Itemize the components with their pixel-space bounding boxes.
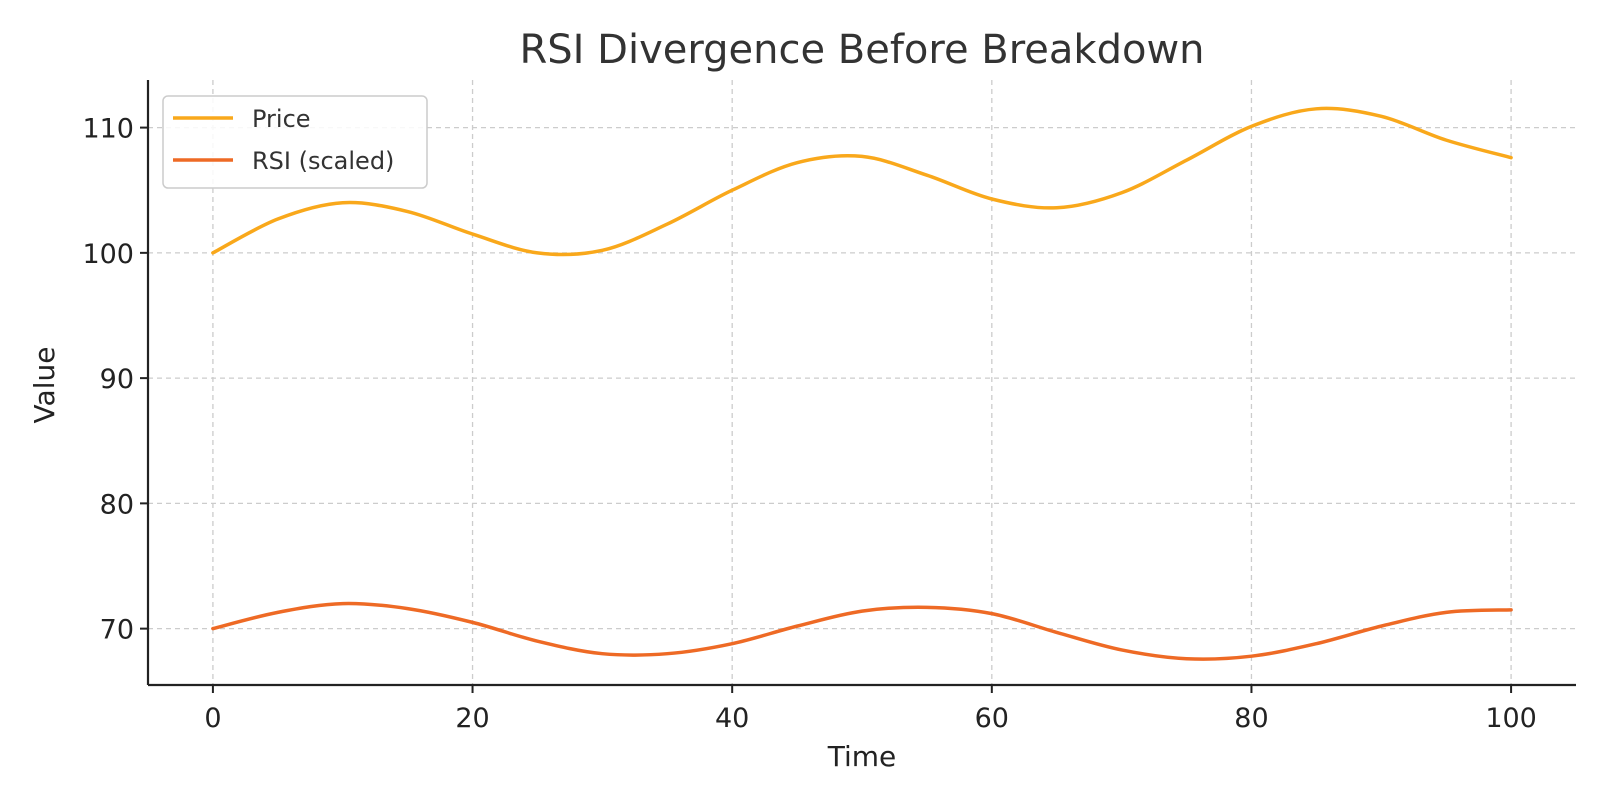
x-axis-label: Time xyxy=(827,740,897,773)
y-tick-label: 100 xyxy=(82,239,134,270)
y-tick-label: 90 xyxy=(100,364,134,395)
legend: Price RSI (scaled) xyxy=(162,95,428,189)
y-tick-label: 70 xyxy=(100,615,134,646)
series-line-price xyxy=(211,106,1513,257)
chart-title: RSI Divergence Before Breakdown xyxy=(519,27,1204,73)
ticks: 0 20 40 60 80 100 70 80 90 100 110 xyxy=(82,114,1536,734)
x-tick-label: 60 xyxy=(975,703,1009,734)
legend-label-rsi: RSI (scaled) xyxy=(252,147,394,175)
y-tick-label: 110 xyxy=(82,114,134,145)
x-tick-label: 100 xyxy=(1485,703,1537,734)
y-axis-label: Value xyxy=(28,347,61,424)
series-layer xyxy=(211,106,1513,661)
x-tick-label: 80 xyxy=(1234,703,1268,734)
x-tick-label: 20 xyxy=(455,703,489,734)
series-line-rsi xyxy=(211,601,1513,661)
legend-label-price: Price xyxy=(252,105,311,133)
axes xyxy=(146,80,1576,687)
grid xyxy=(148,80,1576,685)
y-tick-label: 80 xyxy=(100,489,134,520)
x-tick-label: 0 xyxy=(204,703,221,734)
x-tick-label: 40 xyxy=(715,703,749,734)
